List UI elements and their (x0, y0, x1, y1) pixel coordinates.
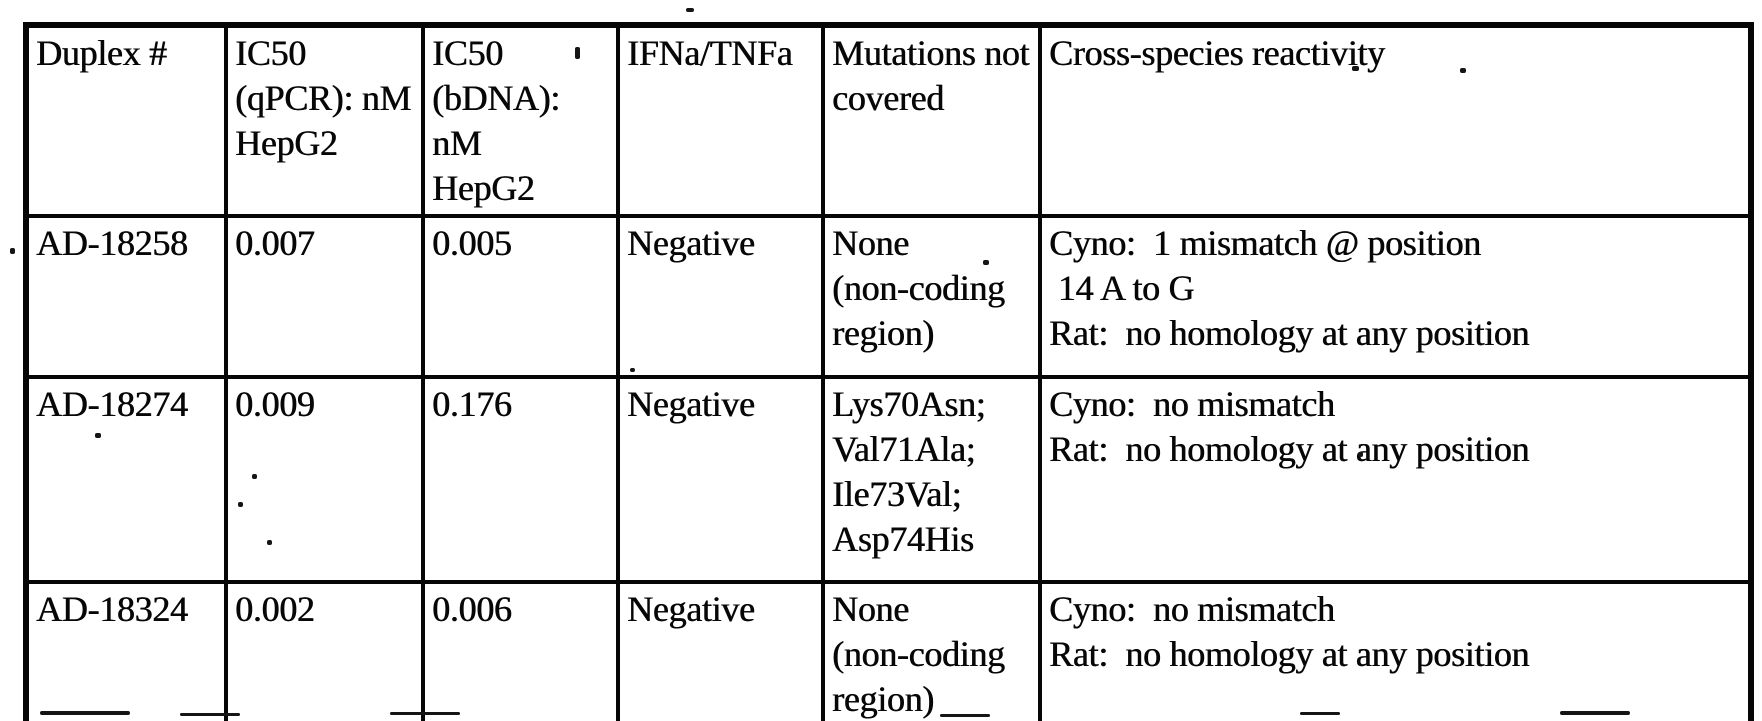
scan-speck (983, 260, 989, 265)
header-cell-ifna-tnfa: IFNa/TNFa (616, 23, 825, 218)
scan-speck (180, 713, 240, 716)
cell-ic50-qpcr: 0.002 (224, 580, 425, 721)
scan-speck (10, 248, 15, 254)
header-cell-ic50-bdna: IC50 (bDNA): nM HepG2 (421, 23, 620, 218)
cell-cross-species: Cyno: no mismatch Rat: no homology at an… (1038, 580, 1753, 721)
scan-speck (1460, 68, 1466, 73)
table-row: AD-18258 0.007 0.005 Negative None (non-… (24, 214, 1753, 379)
scan-speck (1560, 711, 1630, 715)
cell-duplex-id: AD-18274 (24, 375, 228, 584)
scan-speck (630, 368, 635, 372)
cell-cross-species: Cyno: 1 mismatch @ position 14 A to G Ra… (1038, 214, 1753, 379)
scan-speck (40, 711, 130, 715)
scan-speck (1358, 452, 1363, 457)
header-cell-ic50-qpcr: IC50 (qPCR): nM HepG2 (224, 23, 425, 218)
cell-ifna-tnfa: Negative (616, 580, 825, 721)
cell-ic50-qpcr: 0.009 (224, 375, 425, 584)
scan-speck (95, 433, 101, 438)
scan-speck (686, 8, 694, 12)
cell-mutations: None (non-coding region) (821, 580, 1042, 721)
table-row: AD-18324 0.002 0.006 Negative None (non-… (24, 580, 1753, 721)
cell-duplex-id: AD-18258 (24, 214, 228, 379)
cell-mutations: None (non-coding region) (821, 214, 1042, 379)
cell-cross-species: Cyno: no mismatch Rat: no homology at an… (1038, 375, 1753, 584)
table-row: AD-18274 0.009 0.176 Negative Lys70Asn; … (24, 375, 1753, 584)
scan-speck (575, 47, 580, 59)
table-header-row: Duplex # IC50 (qPCR): nM HepG2 IC50 (bDN… (24, 23, 1753, 218)
header-cell-cross-species: Cross-species reactivity (1038, 23, 1753, 218)
cell-mutations: Lys70Asn; Val71Ala; Ile73Val; Asp74His (821, 375, 1042, 584)
cell-ifna-tnfa: Negative (616, 214, 825, 379)
cell-ic50-bdna: 0.005 (421, 214, 620, 379)
scan-speck (1352, 66, 1359, 71)
cell-ic50-bdna: 0.006 (421, 580, 620, 721)
header-cell-duplex: Duplex # (24, 23, 228, 218)
cell-ic50-qpcr: 0.007 (224, 214, 425, 379)
scan-speck (238, 502, 243, 507)
scan-speck (267, 540, 272, 545)
cell-ifna-tnfa: Negative (616, 375, 825, 584)
duplex-data-table: Duplex # IC50 (qPCR): nM HepG2 IC50 (bDN… (23, 22, 1754, 721)
cell-duplex-id: AD-18324 (24, 580, 228, 721)
cell-ic50-bdna: 0.176 (421, 375, 620, 584)
scan-speck (940, 714, 990, 717)
header-cell-mutations: Mutations not covered (821, 23, 1042, 218)
scan-speck (390, 712, 460, 715)
scan-speck (252, 474, 257, 479)
scan-speck (1300, 712, 1340, 715)
